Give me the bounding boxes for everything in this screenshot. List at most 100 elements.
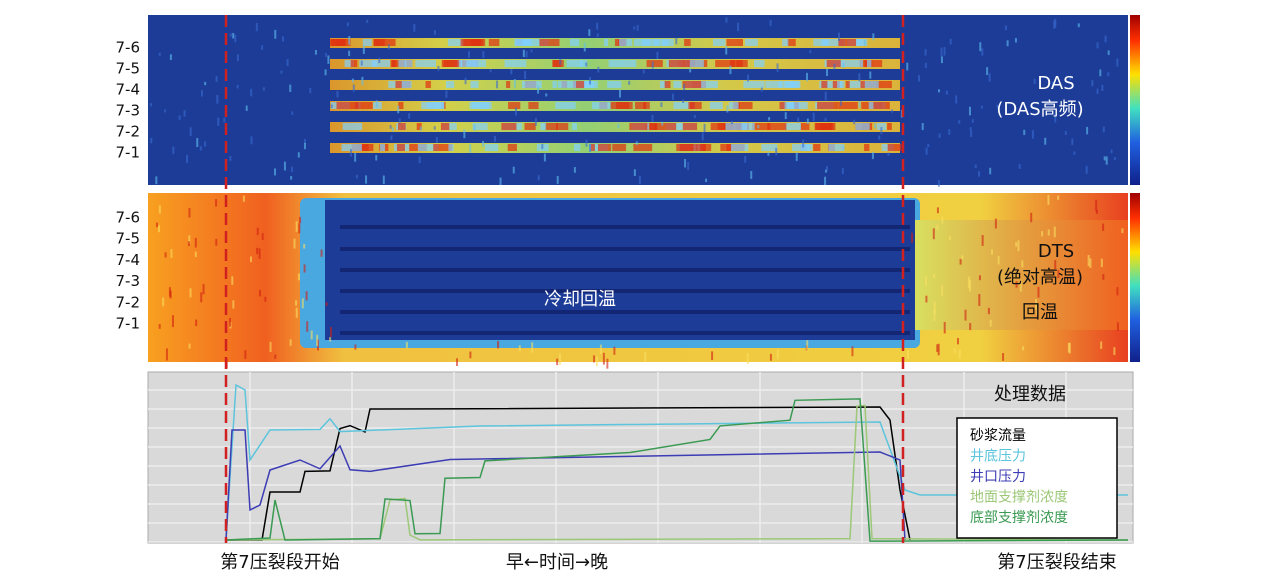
dts-speck <box>242 195 245 202</box>
das-speck <box>1014 38 1017 43</box>
dts-speck <box>1100 258 1103 268</box>
das-speck <box>389 125 392 129</box>
das-speck <box>989 167 992 175</box>
das-speck <box>1013 109 1016 114</box>
das-speck <box>530 49 533 53</box>
das-speck <box>250 88 253 97</box>
das-speck <box>940 56 943 64</box>
das-speck <box>858 73 861 82</box>
dts-speck <box>164 252 167 258</box>
das-speck <box>817 102 839 109</box>
dts-speck <box>1068 342 1071 354</box>
das-speck <box>682 99 685 103</box>
das-speck <box>1054 18 1057 28</box>
das-speck <box>537 85 540 94</box>
das-speck <box>327 55 330 64</box>
das-speck <box>638 175 641 185</box>
dts-speck <box>941 216 944 224</box>
das-speck <box>616 102 633 109</box>
dts-speck <box>1002 353 1005 361</box>
das-speck <box>737 22 740 31</box>
dts-stage-label: 7-4 <box>116 251 141 269</box>
das-speck <box>890 109 893 113</box>
dts-stripe <box>340 247 910 251</box>
dts-speck <box>595 356 598 367</box>
dts-speck <box>256 227 259 236</box>
dts-speck <box>1015 242 1018 247</box>
das-speck <box>346 22 349 27</box>
das-speck <box>921 122 924 131</box>
das-speck <box>169 54 172 61</box>
das-speck <box>398 102 404 109</box>
das-speck <box>585 139 588 147</box>
das-speck <box>150 103 153 107</box>
dts-speck <box>194 251 197 258</box>
das-speck <box>784 112 787 120</box>
dts-speck <box>991 249 994 255</box>
dts-stripe <box>340 289 910 293</box>
das-speck <box>743 81 765 88</box>
das-speck <box>937 89 940 93</box>
dts-speck <box>293 238 296 249</box>
dts-speck <box>158 205 161 214</box>
dts-speck <box>746 353 749 365</box>
dts-speck <box>1102 274 1105 280</box>
das-speck <box>943 47 946 56</box>
dts-speck <box>776 349 779 360</box>
das-speck <box>537 175 540 181</box>
das-speck <box>864 144 870 151</box>
dts-colorbar <box>1130 193 1140 362</box>
das-speck <box>689 102 702 109</box>
dts-speck <box>1116 322 1119 331</box>
das-speck <box>362 45 365 54</box>
das-speck <box>545 93 548 97</box>
das-speck <box>303 142 306 150</box>
das-speck <box>524 71 527 79</box>
dts-speck <box>969 322 972 331</box>
das-speck <box>164 109 167 113</box>
das-speck <box>583 43 586 52</box>
dts-warming-note: 回温 <box>1022 302 1058 323</box>
dts-stage-label: 7-1 <box>116 315 141 333</box>
das-speck <box>842 146 845 150</box>
das-speck <box>484 144 499 151</box>
das-speck <box>825 166 828 171</box>
process-curve <box>225 383 1128 541</box>
das-speck <box>557 81 577 88</box>
das-speck <box>572 123 578 130</box>
das-speck <box>342 123 363 130</box>
das-speck <box>937 180 940 187</box>
dts-speck <box>989 319 992 327</box>
das-speck <box>539 39 560 46</box>
dts-speck <box>189 288 192 298</box>
dts-speck <box>1047 229 1050 236</box>
dts-speck <box>1015 281 1018 288</box>
das-speck <box>825 39 846 46</box>
dts-speck <box>158 323 161 329</box>
das-speck <box>522 49 525 58</box>
das-speck <box>607 81 622 88</box>
das-speck <box>847 81 866 88</box>
das-speck <box>782 39 789 46</box>
das-speck <box>463 129 466 139</box>
das-speck <box>464 77 467 85</box>
das-speck <box>633 144 653 151</box>
das-speck <box>642 69 645 74</box>
dts-speck <box>256 247 259 255</box>
dts-speck <box>599 344 602 355</box>
das-speck <box>419 126 422 131</box>
das-speck <box>398 123 406 130</box>
das-speck <box>703 123 706 133</box>
legend-entry: 井口压力 <box>970 469 1026 485</box>
das-speck <box>673 81 682 88</box>
dts-speck <box>264 296 267 302</box>
dts-speck <box>188 235 191 244</box>
das-speck <box>359 60 378 67</box>
das-speck <box>496 80 499 89</box>
das-speck <box>687 162 690 171</box>
das-speck <box>445 90 448 98</box>
das-speck <box>673 102 695 109</box>
das-speck <box>833 63 836 70</box>
das-speck <box>1004 25 1007 31</box>
dts-speck <box>310 330 313 340</box>
